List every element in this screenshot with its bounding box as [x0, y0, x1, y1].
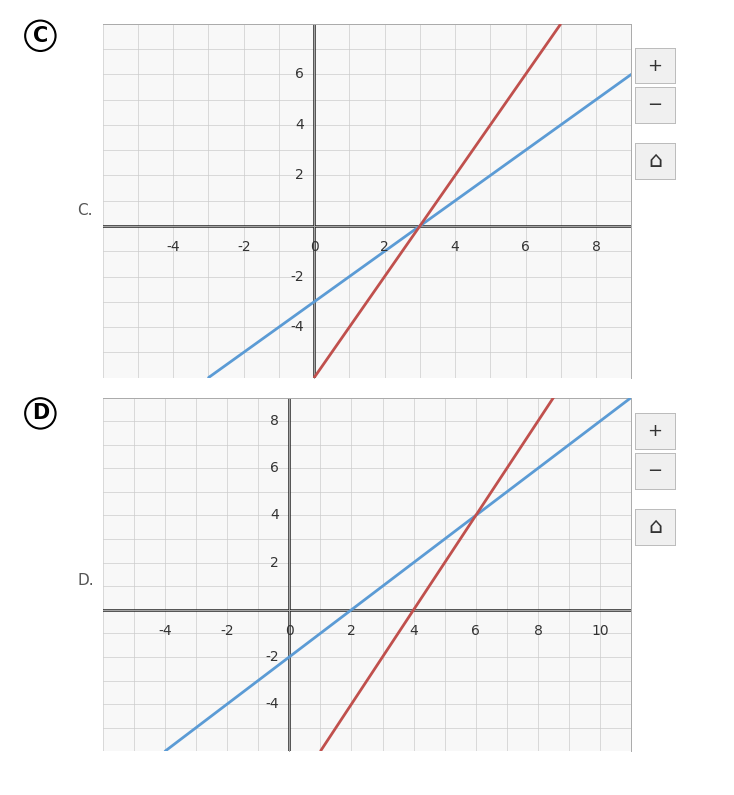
Text: -4: -4 — [265, 697, 279, 711]
Text: 6: 6 — [471, 624, 480, 638]
Text: 2: 2 — [295, 169, 304, 183]
Text: -4: -4 — [167, 240, 180, 254]
Text: D.: D. — [77, 573, 94, 588]
Text: +: + — [647, 422, 663, 440]
Text: 0: 0 — [310, 240, 319, 254]
Text: 4: 4 — [295, 118, 304, 132]
Text: 4: 4 — [270, 509, 279, 522]
Text: 8: 8 — [270, 414, 279, 428]
Text: ⌂: ⌂ — [648, 517, 662, 537]
Text: 6: 6 — [295, 68, 304, 81]
Text: 2: 2 — [380, 240, 389, 254]
Text: 0: 0 — [285, 624, 294, 638]
Text: 10: 10 — [592, 624, 609, 638]
Text: -4: -4 — [290, 320, 304, 334]
Text: 8: 8 — [534, 624, 542, 638]
Text: 2: 2 — [347, 624, 356, 638]
Text: 6: 6 — [521, 240, 530, 254]
Text: -2: -2 — [237, 240, 250, 254]
Text: -2: -2 — [220, 624, 234, 638]
Text: C.: C. — [77, 204, 92, 218]
Text: 6: 6 — [270, 461, 279, 475]
Text: -2: -2 — [290, 270, 304, 284]
Text: 2: 2 — [270, 556, 279, 569]
Text: +: + — [647, 56, 663, 75]
Text: −: − — [647, 96, 663, 114]
Text: -2: -2 — [265, 650, 279, 664]
Text: 4: 4 — [451, 240, 459, 254]
Text: 8: 8 — [592, 240, 600, 254]
Text: -4: -4 — [158, 624, 172, 638]
Text: 4: 4 — [410, 624, 418, 638]
Text: D: D — [32, 403, 49, 424]
Text: C: C — [33, 25, 48, 46]
Text: ⌂: ⌂ — [648, 151, 662, 171]
Text: −: − — [647, 462, 663, 480]
